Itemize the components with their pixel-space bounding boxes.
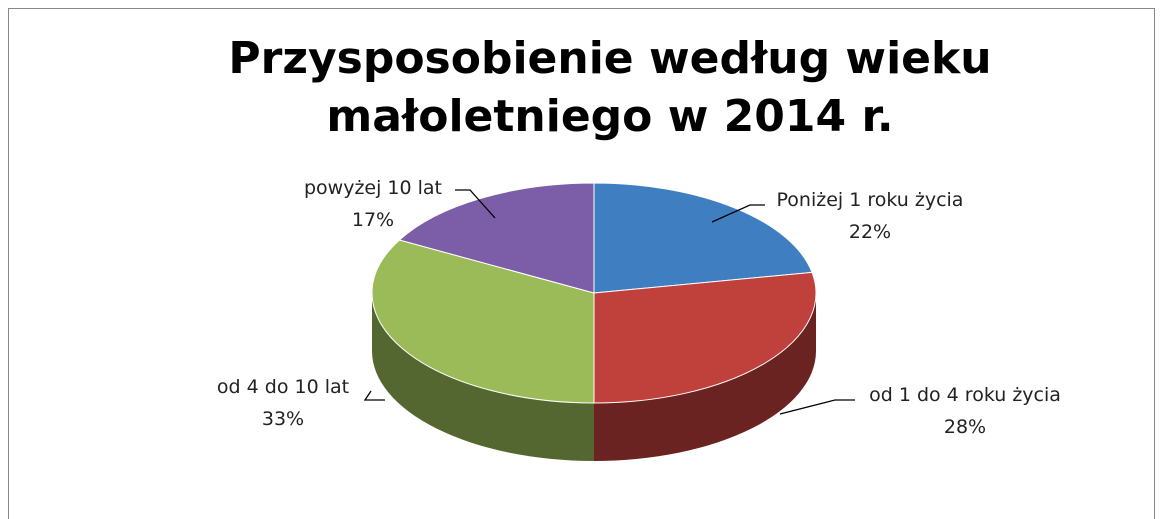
slice-label: od 4 do 10 lat xyxy=(217,376,349,398)
slice-value-label: 22% xyxy=(849,221,891,243)
slice-value-label: 17% xyxy=(352,209,394,231)
slice-value-label: 33% xyxy=(262,408,304,430)
pie-slice xyxy=(371,239,595,404)
pie-slice xyxy=(398,182,595,294)
leader-line xyxy=(711,204,765,223)
leader-line xyxy=(779,399,855,415)
slice-value-label: 28% xyxy=(944,416,986,438)
chart-title: Przysposobienie według wieku małoletnieg… xyxy=(228,33,992,142)
pie-slice xyxy=(593,271,817,404)
slice-label: Poniżej 1 roku życia xyxy=(777,189,964,211)
pie-side xyxy=(372,293,594,461)
slice-label: powyżej 10 lat xyxy=(304,177,442,199)
slice-label: od 1 do 4 roku życia xyxy=(869,384,1061,406)
pie-slice xyxy=(593,182,813,294)
leader-line xyxy=(363,390,385,401)
pie-side xyxy=(594,293,816,461)
leader-line xyxy=(455,189,496,219)
